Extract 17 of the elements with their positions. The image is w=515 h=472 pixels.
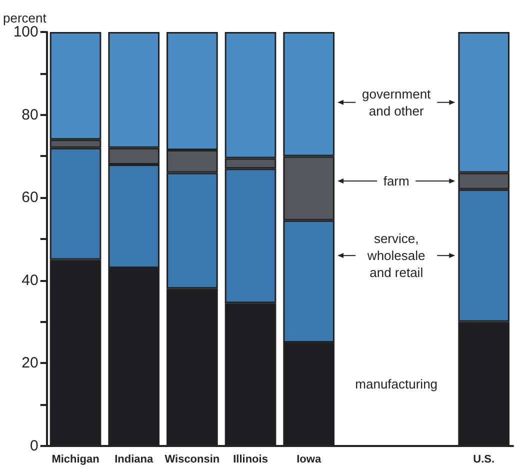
y-axis-title: percent xyxy=(2,10,47,26)
legend-label: service, wholesale and retail xyxy=(366,231,426,280)
y-tick-label: 0 xyxy=(30,438,38,454)
x-tick-label: Michigan xyxy=(52,454,100,466)
y-tick-label: 60 xyxy=(22,189,38,206)
series-label: manufacturing xyxy=(355,376,438,392)
x-tick-label: Iowa xyxy=(296,454,322,466)
x-tick-label: Illinois xyxy=(233,454,268,466)
y-tick-label: 100 xyxy=(13,24,38,40)
x-tick-label: Indiana xyxy=(114,454,154,466)
x-tick-label: Wisconsin xyxy=(164,454,220,466)
legend-label: farm xyxy=(383,174,410,189)
legend-label: government and other xyxy=(362,86,432,118)
y-tick-label: 80 xyxy=(22,106,38,124)
x-tick-label: U.S. xyxy=(473,454,495,466)
y-tick-label: 20 xyxy=(22,354,38,372)
y-tick-label: 40 xyxy=(22,272,38,289)
